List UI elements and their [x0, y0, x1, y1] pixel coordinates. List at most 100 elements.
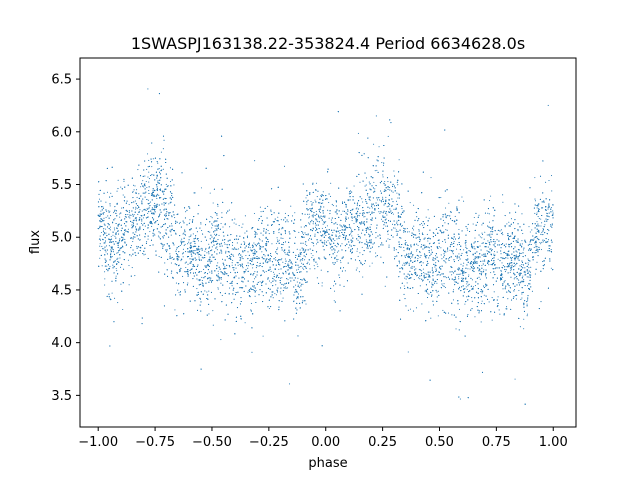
data-point [347, 209, 349, 211]
data-point [192, 240, 194, 242]
data-point [333, 285, 335, 287]
data-point [99, 235, 101, 237]
data-point [541, 222, 543, 224]
data-point [435, 269, 437, 272]
data-point [245, 254, 247, 257]
data-point [392, 191, 394, 193]
data-point [493, 261, 495, 263]
data-point [225, 267, 227, 269]
data-point [536, 207, 538, 209]
data-point [225, 250, 227, 252]
data-point [356, 267, 358, 269]
data-point [323, 206, 325, 208]
data-point [224, 272, 226, 274]
data-point [284, 263, 286, 265]
data-point [132, 191, 134, 193]
data-point [318, 256, 320, 259]
data-point [296, 298, 298, 300]
data-point [444, 254, 446, 257]
data-point [319, 240, 321, 242]
data-point [398, 262, 401, 264]
data-point [394, 227, 396, 229]
data-point [281, 277, 283, 279]
data-point [505, 243, 507, 245]
data-point [344, 270, 346, 272]
data-point [200, 187, 203, 189]
data-point [192, 233, 194, 235]
data-point [144, 225, 146, 227]
data-point [147, 227, 149, 229]
data-point [134, 275, 136, 277]
data-point [518, 272, 520, 274]
data-point [255, 267, 257, 269]
data-point [233, 222, 235, 224]
data-point [365, 184, 367, 186]
data-point [480, 302, 482, 305]
data-point [508, 289, 510, 292]
data-point [445, 262, 447, 264]
data-point [327, 240, 329, 242]
data-point [253, 254, 255, 256]
data-point [416, 275, 418, 277]
data-point [463, 249, 465, 251]
data-point [521, 243, 523, 245]
data-point [416, 250, 418, 252]
data-point [175, 282, 177, 284]
data-point [162, 148, 164, 150]
data-point [340, 262, 342, 264]
data-point [330, 219, 332, 221]
data-point [472, 223, 474, 225]
data-point [229, 266, 231, 268]
data-point [508, 221, 510, 223]
data-point [396, 192, 398, 194]
data-point [133, 189, 135, 191]
data-point [515, 264, 517, 266]
data-point [132, 184, 135, 186]
data-point [511, 264, 513, 266]
data-point [488, 301, 490, 303]
data-point [134, 236, 136, 238]
data-point [421, 244, 423, 246]
data-point [280, 219, 282, 221]
data-point [156, 193, 159, 195]
data-point [444, 261, 446, 263]
data-point [537, 238, 539, 240]
data-point [528, 276, 530, 278]
data-point [321, 282, 323, 284]
data-point [265, 270, 267, 273]
data-point [352, 230, 354, 233]
data-point [469, 268, 471, 270]
data-point [413, 225, 415, 227]
data-point [356, 248, 358, 250]
data-point [465, 281, 467, 283]
data-point [243, 272, 245, 274]
data-point [311, 215, 313, 217]
data-point [415, 307, 418, 309]
data-point [279, 277, 282, 279]
data-point [273, 279, 275, 281]
data-point [232, 259, 234, 261]
data-point [103, 219, 105, 221]
data-point [144, 175, 146, 177]
data-point [194, 192, 196, 194]
data-point [217, 273, 219, 275]
data-point [263, 271, 266, 273]
data-point [481, 300, 483, 302]
data-point [387, 238, 389, 240]
data-point [434, 282, 436, 284]
data-point [277, 247, 279, 249]
data-point [339, 260, 341, 262]
data-point [223, 274, 225, 276]
data-point [404, 277, 406, 279]
data-point [451, 314, 453, 316]
data-point [231, 248, 233, 250]
data-point [248, 289, 250, 292]
data-point [116, 190, 118, 192]
data-point [252, 259, 254, 261]
data-point [258, 257, 260, 259]
data-point [275, 242, 277, 244]
data-point [252, 289, 254, 291]
data-point [336, 223, 338, 225]
data-point [302, 283, 304, 285]
data-point [393, 208, 395, 210]
